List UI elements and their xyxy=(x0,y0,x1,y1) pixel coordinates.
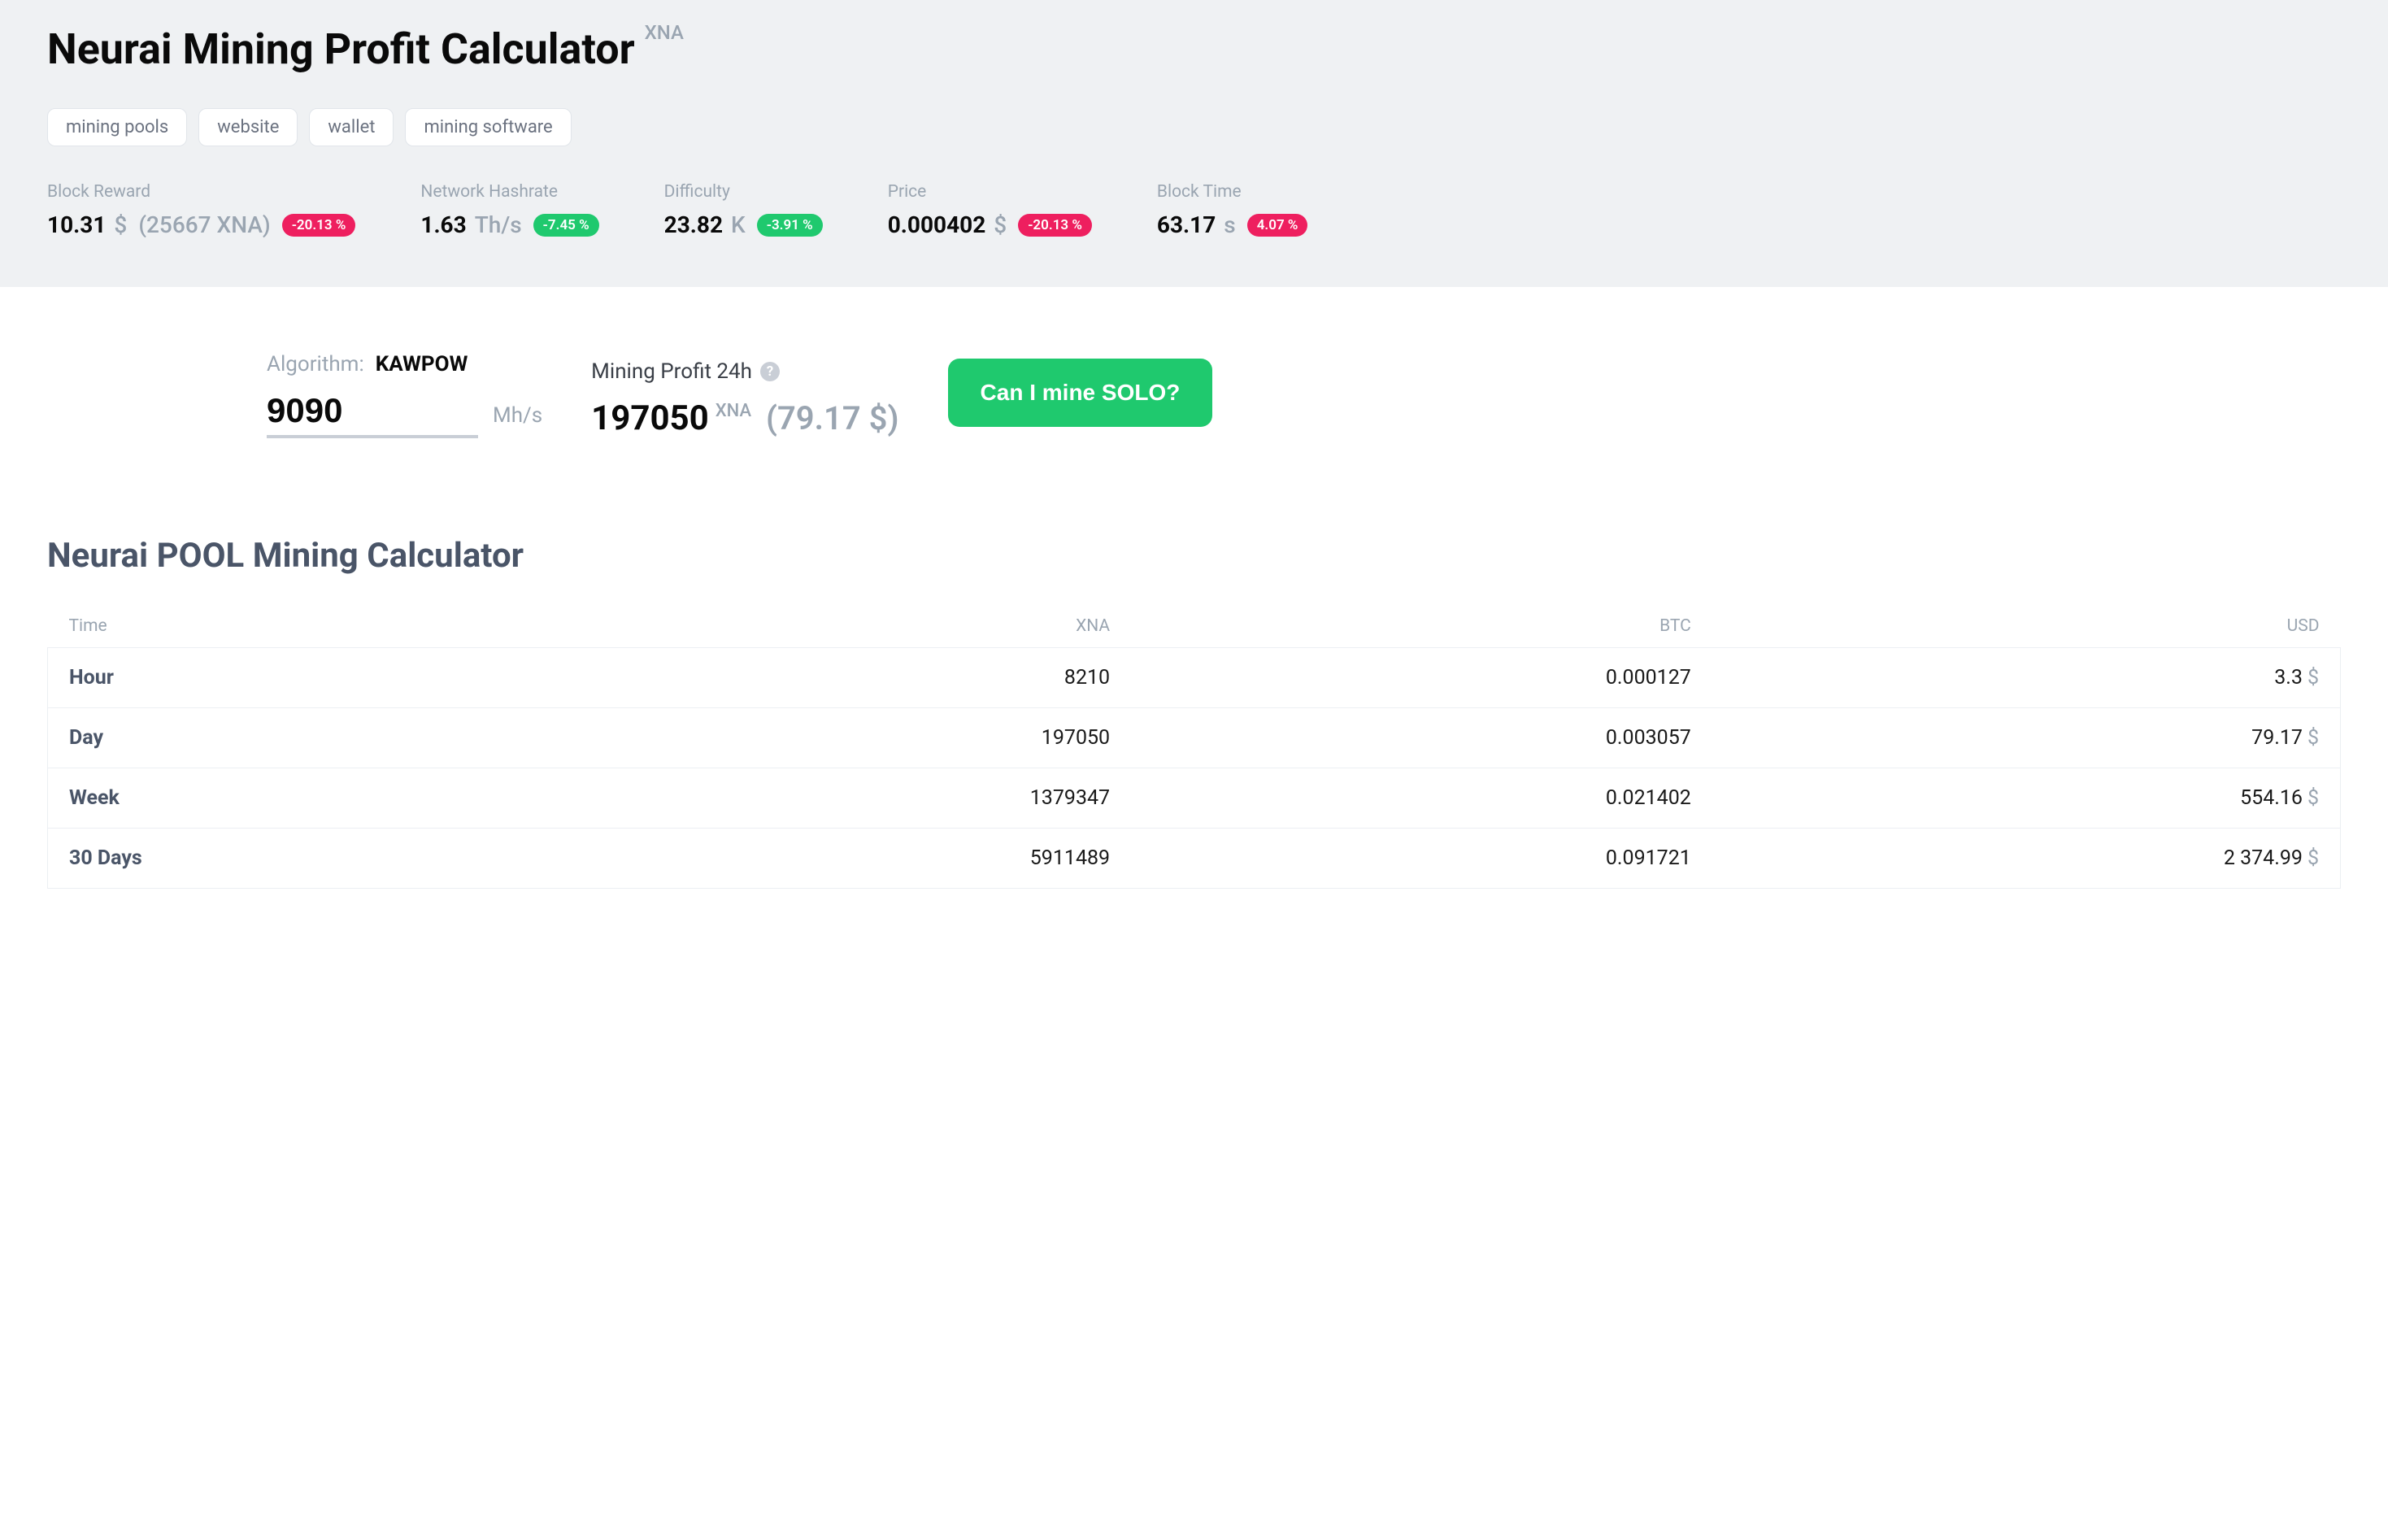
stat-block-time: Block Time 63.17 s 4.07 % xyxy=(1157,182,1308,238)
stat-value: 10.31 xyxy=(47,211,106,238)
cell-time: 30 Days xyxy=(48,829,575,889)
stat-unit: s xyxy=(1224,211,1235,238)
change-badge: -20.13 % xyxy=(282,214,356,237)
hashrate-input-line: Mh/s xyxy=(267,391,542,438)
cell-btc: 0.000127 xyxy=(1131,648,1712,708)
stat-value-line: 23.82 K -3.91 % xyxy=(664,211,823,238)
title-line: Neurai Mining Profit Calculator XNA xyxy=(47,24,2341,74)
header-section: Neurai Mining Profit Calculator XNA mini… xyxy=(0,0,2388,287)
profit-label-line: Mining Profit 24h ? xyxy=(591,359,898,384)
calculator-row: Algorithm: KAWPOW Mh/s Mining Profit 24h… xyxy=(47,352,2341,438)
cell-xna: 5911489 xyxy=(574,829,1131,889)
cell-usd: 79.17$ xyxy=(1712,708,2341,768)
stat-value: 0.000402 xyxy=(888,211,986,238)
stat-value-line: 0.000402 $ -20.13 % xyxy=(888,211,1092,238)
change-badge: -7.45 % xyxy=(533,214,599,237)
cell-btc: 0.021402 xyxy=(1131,768,1712,829)
cell-xna: 8210 xyxy=(574,648,1131,708)
stat-value: 63.17 xyxy=(1157,211,1216,238)
stat-block-reward: Block Reward 10.31 $ (25667 XNA) -20.13 … xyxy=(47,182,355,238)
help-icon[interactable]: ? xyxy=(760,362,780,381)
stat-value-line: 10.31 $ (25667 XNA) -20.13 % xyxy=(47,211,355,238)
profit-usd: (79.17 $) xyxy=(766,399,899,437)
change-badge: -3.91 % xyxy=(757,214,823,237)
stats-row: Block Reward 10.31 $ (25667 XNA) -20.13 … xyxy=(47,182,2341,238)
stat-extra: (25667 XNA) xyxy=(138,211,270,238)
profit-value: 197050 xyxy=(591,398,709,438)
cell-time: Hour xyxy=(48,648,575,708)
tag-row: mining pools website wallet mining softw… xyxy=(47,108,2341,146)
col-xna: XNA xyxy=(574,605,1131,648)
ticker-superscript: XNA xyxy=(645,21,684,44)
cell-usd: 2 374.99$ xyxy=(1712,829,2341,889)
tag-mining-software[interactable]: mining software xyxy=(405,108,571,146)
stat-label: Block Time xyxy=(1157,182,1308,202)
stat-label: Difficulty xyxy=(664,182,823,202)
hashrate-input[interactable] xyxy=(267,391,478,438)
table-row: Hour82100.0001273.3$ xyxy=(48,648,2341,708)
algorithm-line: Algorithm: KAWPOW xyxy=(267,352,542,376)
cell-time: Week xyxy=(48,768,575,829)
stat-unit: K xyxy=(731,211,746,238)
stat-label: Price xyxy=(888,182,1092,202)
cell-usd: 3.3$ xyxy=(1712,648,2341,708)
pool-mining-table: Time XNA BTC USD Hour82100.0001273.3$Day… xyxy=(47,605,2341,889)
tag-mining-pools[interactable]: mining pools xyxy=(47,108,187,146)
pool-table-section: Neurai POOL Mining Calculator Time XNA B… xyxy=(0,471,2388,921)
tag-wallet[interactable]: wallet xyxy=(309,108,394,146)
cell-btc: 0.091721 xyxy=(1131,829,1712,889)
col-btc: BTC xyxy=(1131,605,1712,648)
stat-unit: $ xyxy=(994,211,1007,238)
stat-network-hashrate: Network Hashrate 1.63 Th/s -7.45 % xyxy=(420,182,598,238)
stat-price: Price 0.000402 $ -20.13 % xyxy=(888,182,1092,238)
algorithm-value: KAWPOW xyxy=(376,352,468,376)
stat-value-line: 63.17 s 4.07 % xyxy=(1157,211,1308,238)
profit-value-line: 197050 XNA (79.17 $) xyxy=(591,398,898,438)
stat-label: Network Hashrate xyxy=(420,182,598,202)
stat-label: Block Reward xyxy=(47,182,355,202)
cell-xna: 1379347 xyxy=(574,768,1131,829)
profit-block: Mining Profit 24h ? 197050 XNA (79.17 $) xyxy=(591,359,898,438)
table-row: Week13793470.021402554.16$ xyxy=(48,768,2341,829)
cell-usd: 554.16$ xyxy=(1712,768,2341,829)
solo-mine-button[interactable]: Can I mine SOLO? xyxy=(948,359,1213,427)
stat-value-line: 1.63 Th/s -7.45 % xyxy=(420,211,598,238)
algorithm-block: Algorithm: KAWPOW Mh/s xyxy=(267,352,542,438)
table-row: 30 Days59114890.0917212 374.99$ xyxy=(48,829,2341,889)
col-usd: USD xyxy=(1712,605,2341,648)
calculator-section: Algorithm: KAWPOW Mh/s Mining Profit 24h… xyxy=(0,287,2388,471)
cell-xna: 197050 xyxy=(574,708,1131,768)
stat-unit: Th/s xyxy=(475,211,522,238)
stat-value: 1.63 xyxy=(420,211,466,238)
cell-time: Day xyxy=(48,708,575,768)
table-row: Day1970500.00305779.17$ xyxy=(48,708,2341,768)
algorithm-label: Algorithm: xyxy=(267,352,364,376)
profit-label: Mining Profit 24h xyxy=(591,359,752,384)
col-time: Time xyxy=(48,605,575,648)
stat-difficulty: Difficulty 23.82 K -3.91 % xyxy=(664,182,823,238)
stat-value: 23.82 xyxy=(664,211,723,238)
pool-table-title: Neurai POOL Mining Calculator xyxy=(47,536,2341,576)
change-badge: -20.13 % xyxy=(1018,214,1092,237)
hashrate-unit: Mh/s xyxy=(493,403,542,428)
change-badge: 4.07 % xyxy=(1247,214,1308,237)
stat-unit: $ xyxy=(114,211,127,238)
cell-btc: 0.003057 xyxy=(1131,708,1712,768)
profit-ticker: XNA xyxy=(716,401,751,421)
table-header-row: Time XNA BTC USD xyxy=(48,605,2341,648)
page-title: Neurai Mining Profit Calculator xyxy=(47,24,635,74)
tag-website[interactable]: website xyxy=(198,108,298,146)
